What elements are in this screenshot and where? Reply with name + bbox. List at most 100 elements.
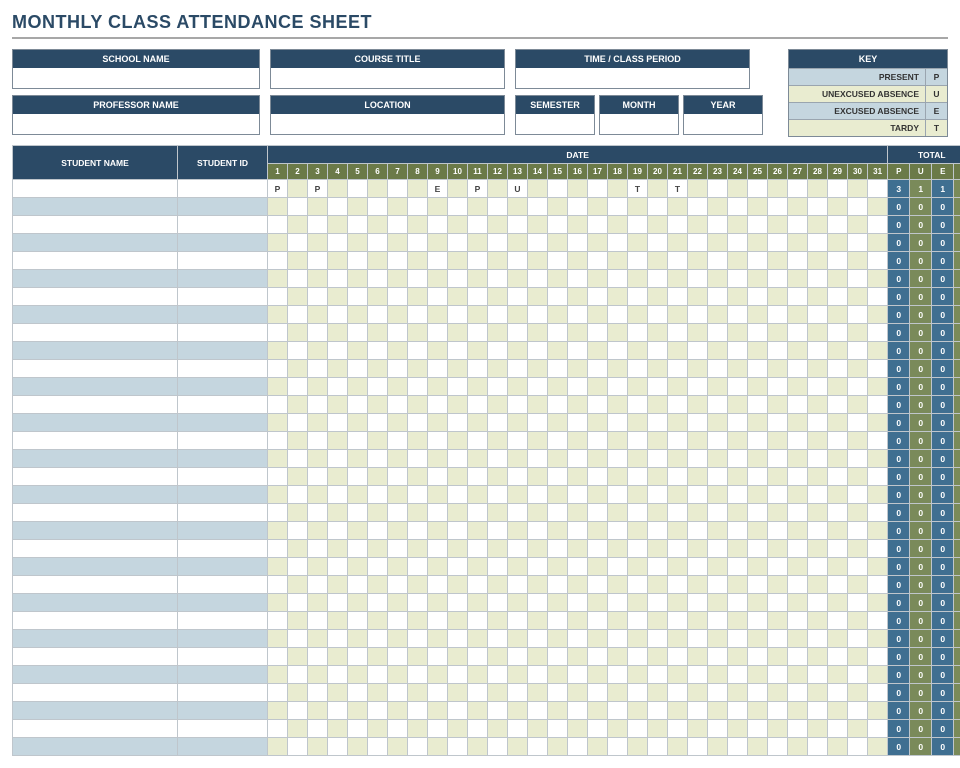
cell-day[interactable] [468,522,488,540]
cell-day[interactable] [408,720,428,738]
cell-day[interactable] [828,180,848,198]
cell-day[interactable] [308,468,328,486]
cell-day[interactable] [468,558,488,576]
cell-day[interactable] [548,216,568,234]
cell-day[interactable] [808,252,828,270]
cell-day[interactable] [468,468,488,486]
cell-day[interactable] [508,720,528,738]
cell-day[interactable] [388,522,408,540]
cell-day[interactable] [508,378,528,396]
cell-day[interactable] [328,432,348,450]
cell-day[interactable] [628,720,648,738]
cell-day[interactable] [848,396,868,414]
cell-day[interactable] [408,468,428,486]
cell-day[interactable] [748,576,768,594]
cell-day[interactable] [548,702,568,720]
cell-day[interactable] [528,450,548,468]
cell-day[interactable] [588,288,608,306]
cell-day[interactable] [448,234,468,252]
cell-day[interactable] [488,468,508,486]
cell-day[interactable] [268,252,288,270]
cell-day[interactable] [308,252,328,270]
cell-day[interactable] [728,450,748,468]
cell-day[interactable] [448,414,468,432]
cell-day[interactable] [668,270,688,288]
cell-day[interactable] [428,234,448,252]
cell-day[interactable] [468,666,488,684]
cell-day[interactable] [508,576,528,594]
cell-day[interactable] [668,432,688,450]
cell-day[interactable] [328,360,348,378]
cell-day[interactable] [528,612,548,630]
cell-day[interactable] [808,594,828,612]
cell-day[interactable] [588,414,608,432]
cell-day[interactable] [588,342,608,360]
cell-day[interactable] [708,666,728,684]
cell-day[interactable] [308,378,328,396]
cell-day[interactable] [408,684,428,702]
cell-day[interactable] [528,198,548,216]
cell-day[interactable] [528,414,548,432]
cell-day[interactable] [488,504,508,522]
cell-day[interactable] [388,252,408,270]
cell-day[interactable] [648,666,668,684]
cell-day[interactable] [528,288,548,306]
cell-day[interactable] [608,720,628,738]
cell-day[interactable] [728,198,748,216]
cell-day[interactable] [548,504,568,522]
cell-day[interactable] [768,234,788,252]
cell-day[interactable] [348,648,368,666]
cell-day[interactable] [648,288,668,306]
cell-student-name[interactable] [13,414,178,432]
cell-day[interactable] [588,252,608,270]
cell-student-name[interactable] [13,702,178,720]
cell-day[interactable] [608,270,628,288]
cell-day[interactable] [368,270,388,288]
cell-day[interactable] [328,378,348,396]
cell-student-name[interactable] [13,378,178,396]
cell-day[interactable] [488,414,508,432]
cell-day[interactable] [288,360,308,378]
cell-day[interactable] [768,180,788,198]
cell-day[interactable] [808,666,828,684]
cell-day[interactable] [848,648,868,666]
cell-day[interactable] [608,432,628,450]
cell-day[interactable] [308,666,328,684]
cell-day[interactable] [708,720,728,738]
cell-day[interactable] [448,612,468,630]
cell-day[interactable] [628,540,648,558]
cell-day[interactable] [568,252,588,270]
cell-day[interactable] [708,486,728,504]
cell-day[interactable] [848,612,868,630]
cell-day[interactable] [688,558,708,576]
cell-day[interactable] [748,432,768,450]
cell-day[interactable] [368,720,388,738]
cell-student-id[interactable] [178,198,268,216]
cell-day[interactable] [428,648,448,666]
cell-day[interactable] [748,216,768,234]
cell-day[interactable] [868,378,888,396]
cell-day[interactable] [348,306,368,324]
cell-day[interactable] [528,558,548,576]
cell-day[interactable] [688,504,708,522]
cell-day[interactable] [428,288,448,306]
cell-day[interactable] [368,522,388,540]
cell-student-id[interactable] [178,324,268,342]
cell-student-name[interactable] [13,558,178,576]
cell-day[interactable] [268,432,288,450]
cell-day[interactable] [308,522,328,540]
cell-day[interactable] [868,324,888,342]
cell-day[interactable] [268,216,288,234]
cell-day[interactable] [808,324,828,342]
cell-day[interactable] [328,216,348,234]
cell-day[interactable] [808,702,828,720]
cell-day[interactable] [448,702,468,720]
cell-day[interactable] [608,594,628,612]
cell-day[interactable] [808,720,828,738]
cell-day[interactable] [368,234,388,252]
cell-day[interactable] [488,180,508,198]
cell-day[interactable] [668,378,688,396]
cell-day[interactable] [628,306,648,324]
cell-day[interactable] [468,288,488,306]
cell-day[interactable] [308,738,328,756]
